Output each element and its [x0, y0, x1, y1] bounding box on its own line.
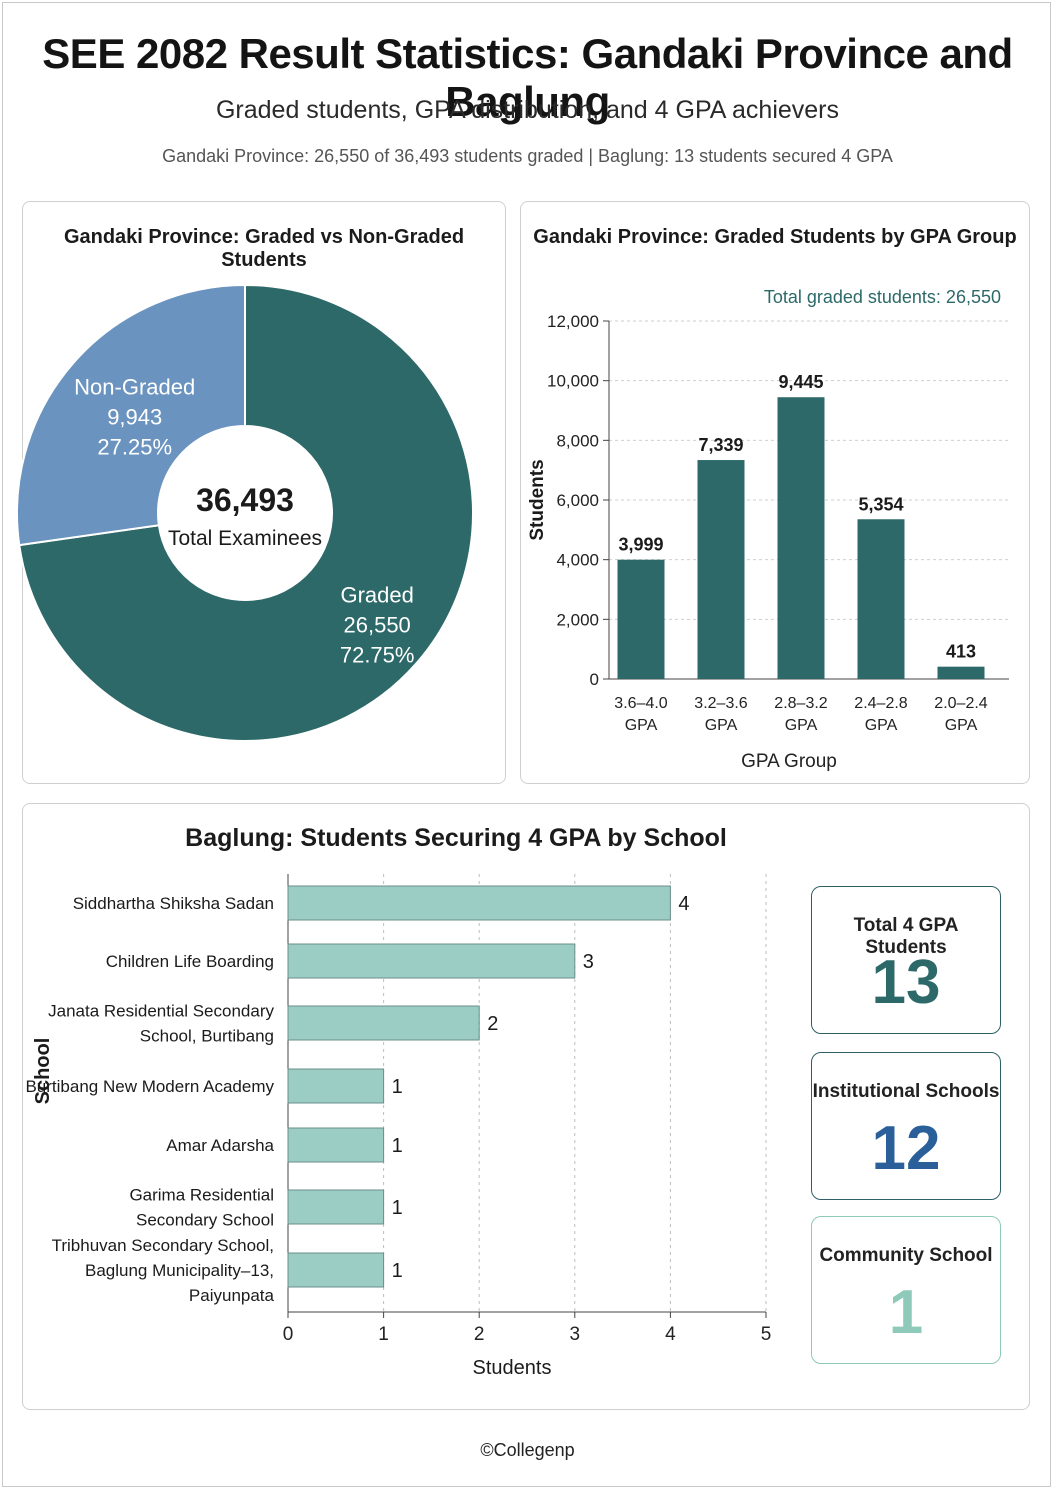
school-bar-value-label: 3: [583, 951, 594, 973]
donut-chart-panel: Gandaki Province: Graded vs Non-Graded S…: [16, 201, 506, 784]
gpa-x-axis-title: GPA Group: [741, 751, 837, 772]
stat-total-4gpa: Total 4 GPA Students 13: [811, 886, 1001, 1034]
donut-center-value: 36,493: [196, 482, 294, 518]
schools-bar-chart: 0 1 2 3 4 5 4 Siddhartha Shiksha Sadan 3 Children…: [25, 874, 772, 1379]
school-xtick-label: 5: [761, 1324, 772, 1345]
school-bar: [287, 943, 576, 979]
gpa-category-label: 3.2–3.6: [694, 695, 747, 712]
summary-line: Gandaki Province: 26,550 of 36,493 stude…: [162, 146, 893, 166]
gpa-category-label-unit: GPA: [625, 717, 658, 734]
school-category-label: Children Life Boarding: [106, 952, 274, 971]
donut-label-non-graded-value: 9,943: [107, 405, 162, 430]
gpa-category-label: 2.0–2.4: [934, 695, 987, 712]
school-bar: [287, 1005, 480, 1041]
school-bar-value-label: 2: [487, 1013, 498, 1035]
stat-total-label: Total 4 GPA Students: [853, 915, 959, 958]
school-category-label: Burtibang New Modern Academy: [25, 1077, 274, 1096]
gpa-y-axis-title: Students: [527, 459, 548, 540]
school-category-label: Garima Residential: [129, 1186, 274, 1205]
gpa-category-label-unit: GPA: [705, 717, 738, 734]
gpa-ytick-label: 2,000: [556, 610, 599, 629]
donut-slice-graded: [18, 283, 474, 742]
gpa-category-label: 3.6–4.0: [614, 695, 667, 712]
gpa-bar: [617, 559, 665, 679]
school-category-label: Tribhuvan Secondary School,: [52, 1236, 274, 1255]
gpa-bar-chart-panel: Gandaki Province: Graded Students by GPA…: [520, 201, 1030, 784]
school-category-label: Janata Residential Secondary: [48, 1002, 274, 1021]
school-bar: [287, 1189, 385, 1225]
gpa-annotation: Total graded students: 26,550: [764, 287, 1001, 307]
schools-chart-title: Baglung: Students Securing 4 GPA by Scho…: [185, 824, 727, 852]
gpa-category-label-unit: GPA: [945, 717, 978, 734]
donut-chart: Graded 26,550 72.75% Non-Graded 9,943 27.25% 3…: [16, 283, 474, 742]
donut-label-graded-percent: 72.75%: [340, 643, 415, 668]
gpa-bar: [937, 666, 985, 679]
school-bar-value-label: 1: [392, 1197, 403, 1219]
school-bar-value-label: 4: [678, 893, 689, 915]
donut-chart-title: Gandaki Province: Graded vs Non-Graded S…: [63, 226, 465, 271]
stat-community: Community School 1: [811, 1216, 1001, 1364]
gpa-bar-value-label: 3,999: [618, 535, 663, 555]
donut-label-graded-value: 26,550: [344, 613, 411, 638]
school-category-label: Baglung Municipality–13,: [85, 1261, 274, 1280]
stat-institutional: Institutional Schools 12: [811, 1052, 1001, 1200]
stat-institutional-value: 12: [871, 1114, 941, 1183]
gpa-chart-title: Gandaki Province: Graded Students by GPA…: [533, 226, 1017, 248]
gpa-category-label: 2.4–2.8: [854, 695, 907, 712]
gpa-ytick-label: 4,000: [556, 551, 599, 570]
school-bar-value-label: 1: [392, 1076, 403, 1098]
school-category-label: Secondary School: [136, 1211, 274, 1230]
gpa-category-label: 2.8–3.2: [774, 695, 827, 712]
gpa-category-label-unit: GPA: [785, 717, 818, 734]
gpa-bar-value-label: 7,339: [698, 435, 743, 455]
donut-label-non-graded-percent: 27.25%: [97, 435, 172, 460]
gpa-bar-value-label: 9,445: [778, 372, 823, 392]
gpa-bar-value-label: 5,354: [858, 494, 903, 514]
gpa-bar: [777, 397, 825, 679]
donut-slice-non-graded: [16, 283, 246, 547]
school-category-label: Paiyunpata: [189, 1286, 275, 1305]
school-x-axis-title: Students: [473, 1357, 552, 1379]
page-subtitle: Graded students, GPA distribution, and 4…: [215, 96, 840, 124]
school-category-label: School, Burtibang: [140, 1027, 274, 1046]
school-xtick-label: 0: [283, 1324, 294, 1345]
gpa-ytick-label: 8,000: [556, 431, 599, 450]
school-xtick-label: 4: [665, 1324, 676, 1345]
school-category-label: Siddhartha Shiksha Sadan: [73, 894, 274, 913]
footer-credit: ©Collegenp: [480, 1440, 575, 1460]
donut-label-non-graded-name: Non-Graded: [74, 375, 195, 400]
schools-chart-panel: Baglung: Students Securing 4 GPA by Scho…: [22, 803, 1030, 1410]
donut-label-graded-name: Graded: [340, 583, 413, 608]
stat-community-value: 1: [888, 1278, 924, 1347]
school-bar-value-label: 1: [392, 1260, 403, 1282]
stat-community-label: Community School: [819, 1245, 993, 1266]
gpa-bar: [857, 519, 905, 679]
school-xtick-label: 1: [378, 1324, 389, 1345]
school-bar: [287, 1127, 385, 1163]
gpa-ytick-label: 12,000: [547, 312, 599, 331]
gpa-bar-chart: Total graded students: 26,550 0 2,000 4,000…: [527, 287, 1009, 772]
school-xtick-label: 2: [474, 1324, 485, 1345]
gpa-ytick-label: 10,000: [547, 372, 599, 391]
page-title: SEE 2082 Result Statistics: Gandaki Prov…: [42, 30, 1013, 125]
school-y-axis-title: School: [32, 1038, 54, 1105]
stat-total-value: 13: [871, 948, 941, 1017]
stat-institutional-label: Institutional Schools: [812, 1081, 1000, 1102]
school-bar: [287, 885, 671, 921]
gpa-category-label-unit: GPA: [865, 717, 898, 734]
gpa-bar-value-label: 413: [946, 642, 976, 662]
school-category-label: Amar Adarsha: [166, 1136, 274, 1155]
school-bar-value-label: 1: [392, 1135, 403, 1157]
gpa-ytick-label: 6,000: [556, 491, 599, 510]
school-xtick-label: 3: [570, 1324, 581, 1345]
school-bar: [287, 1252, 385, 1288]
donut-center-label: Total Examinees: [168, 527, 322, 550]
school-bar: [287, 1068, 385, 1104]
gpa-bar: [697, 460, 745, 679]
gpa-ytick-label: 0: [590, 670, 599, 689]
